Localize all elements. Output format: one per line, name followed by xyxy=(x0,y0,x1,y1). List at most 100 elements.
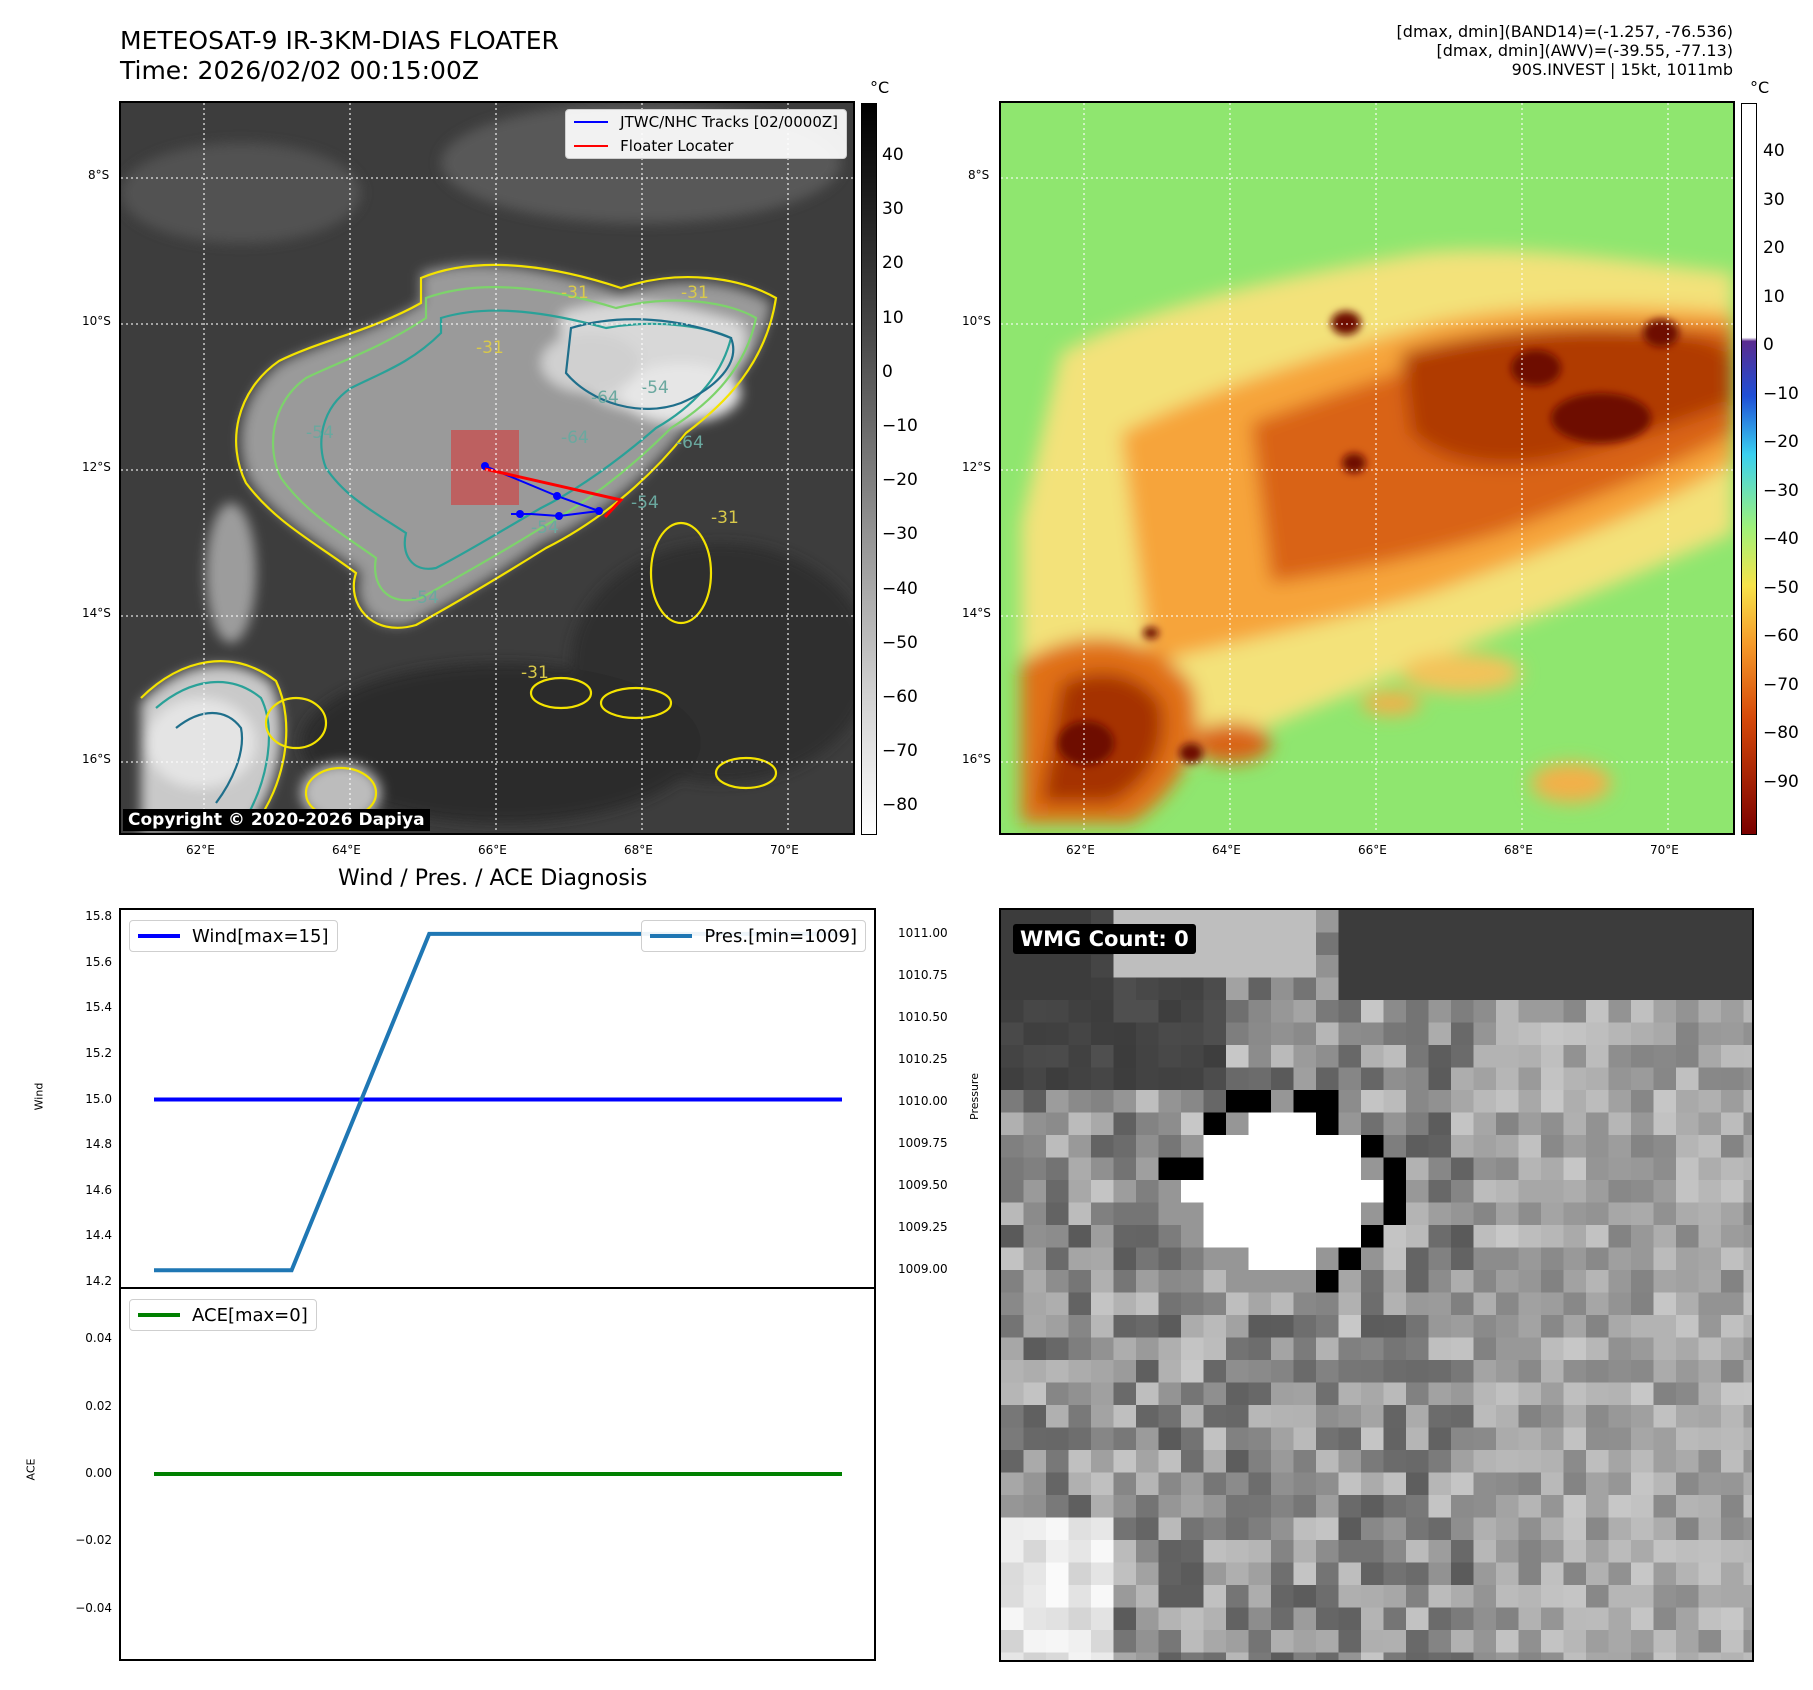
wmg-cell xyxy=(1136,1022,1159,1046)
wmg-cell xyxy=(1113,1472,1137,1496)
wmg-cell xyxy=(1698,1135,1722,1158)
wmg-image xyxy=(1001,910,1752,1660)
wmg-cell xyxy=(1563,1382,1587,1406)
wmg-cell xyxy=(1743,1112,1752,1136)
wmg-cell xyxy=(1316,932,1339,956)
wmg-cell xyxy=(1271,1495,1294,1518)
wmg-cell xyxy=(1586,1540,1609,1563)
wmg-cell xyxy=(1563,1067,1587,1091)
wmg-cell xyxy=(1361,1495,1384,1518)
wmg-cell xyxy=(1676,910,1699,933)
wmg-cell xyxy=(1023,1427,1047,1451)
wmg-cell xyxy=(1406,1270,1429,1293)
wmg-cell xyxy=(1518,1472,1542,1496)
wmg-cell xyxy=(1676,1157,1699,1181)
wmg-cell xyxy=(1113,1000,1137,1023)
wmg-cell xyxy=(1046,1135,1069,1158)
wmg-cell xyxy=(1518,1022,1542,1046)
colorbar-tick: −70 xyxy=(882,741,918,762)
wmg-cell xyxy=(1541,1472,1564,1496)
wmg-cell xyxy=(1136,955,1159,978)
y-tick: 1009.00 xyxy=(898,1262,948,1277)
wmg-cell xyxy=(1608,1450,1632,1473)
wmg-cell xyxy=(1226,1000,1249,1023)
wmg-cell xyxy=(1226,1540,1249,1563)
wmg-cell xyxy=(1338,910,1362,933)
y-tick: 15.0 xyxy=(85,1091,112,1106)
y-tick: 1009.50 xyxy=(898,1178,948,1193)
wmg-cell xyxy=(1698,1630,1722,1653)
ir-legend: JTWC/NHC Tracks [02/0000Z] Floater Locat… xyxy=(565,109,847,159)
wmg-cell xyxy=(1406,1045,1429,1068)
wmg-cell xyxy=(1181,1585,1204,1608)
wmg-cell xyxy=(1743,1247,1752,1271)
wmg-cell xyxy=(1226,1225,1249,1248)
wmg-cell xyxy=(1226,1517,1249,1541)
wmg-cell xyxy=(1496,1202,1519,1226)
wmg-cell xyxy=(1046,1630,1069,1653)
wmg-cell xyxy=(1451,1585,1474,1608)
wmg-cell xyxy=(1091,1067,1114,1091)
lon-tick: 70°E xyxy=(1650,843,1679,857)
wmg-cell xyxy=(1496,1112,1519,1136)
wmg-cell xyxy=(1158,977,1182,1001)
wmg-cell xyxy=(1068,1630,1092,1653)
wmg-cell xyxy=(1473,932,1497,956)
wmg-cell xyxy=(1113,977,1137,1001)
wmg-cell xyxy=(1541,1315,1564,1338)
wmg-cell xyxy=(1361,1517,1384,1541)
wmg-cell xyxy=(1698,1270,1722,1293)
wmg-cell xyxy=(1563,1045,1587,1068)
wmg-cell xyxy=(1113,1292,1137,1316)
wmg-cell xyxy=(1001,1517,1024,1541)
wmg-cell xyxy=(1091,1427,1114,1451)
wmg-cell xyxy=(1676,977,1699,1001)
wmg-cell xyxy=(1046,1315,1069,1338)
wmg-cell xyxy=(1023,1112,1047,1136)
wmg-cell xyxy=(1091,1585,1114,1608)
wmg-cell xyxy=(1383,1157,1407,1181)
wmg-cell xyxy=(1113,1607,1137,1631)
wmg-cell xyxy=(1406,1495,1429,1518)
wmg-cell xyxy=(1428,1067,1452,1091)
wmg-cell xyxy=(1248,1585,1272,1608)
wmg-cell xyxy=(1203,1090,1227,1113)
wmg-cell xyxy=(1721,1067,1744,1091)
wmg-cell xyxy=(1316,1652,1339,1660)
wmg-cell xyxy=(1001,955,1024,978)
wmg-cell xyxy=(1676,1562,1699,1586)
wmg-cell xyxy=(1676,1292,1699,1316)
wmg-cell xyxy=(1383,1315,1407,1338)
wmg-cell xyxy=(1091,1022,1114,1046)
wmg-cell xyxy=(1653,1450,1677,1473)
wmg-cell xyxy=(1406,1427,1429,1451)
wmg-cell xyxy=(1631,1607,1654,1631)
wmg-cell xyxy=(1563,1000,1587,1023)
colorbar-tick: −60 xyxy=(1763,626,1799,646)
awv-colorbar xyxy=(1741,103,1757,835)
wmg-cell xyxy=(1496,1180,1519,1203)
wmg-cell xyxy=(1383,1180,1407,1203)
wmg-cell xyxy=(1698,1360,1722,1383)
wmg-cell xyxy=(1518,1000,1542,1023)
wmg-cell xyxy=(1496,1495,1519,1518)
wmg-cell xyxy=(1181,1337,1204,1361)
wmg-cell xyxy=(1136,1495,1159,1518)
wmg-cell xyxy=(1428,1292,1452,1316)
wmg-cell xyxy=(1316,1090,1339,1113)
wmg-cell xyxy=(1158,1045,1182,1068)
wmg-cell xyxy=(1563,1405,1587,1428)
wmg-cell xyxy=(1676,955,1699,978)
wmg-cell xyxy=(1496,1090,1519,1113)
wmg-cell xyxy=(1496,1652,1519,1660)
lon-tick: 62°E xyxy=(1066,843,1095,857)
wmg-cell xyxy=(1203,1562,1227,1586)
contour-label: -54 xyxy=(306,423,334,443)
wmg-cell xyxy=(1316,1562,1339,1586)
wmg-cell xyxy=(1338,1585,1362,1608)
wmg-cell xyxy=(1248,955,1272,978)
wmg-cell xyxy=(1563,932,1587,956)
wmg-cell xyxy=(1046,1000,1069,1023)
wmg-cell xyxy=(1338,1315,1362,1338)
wmg-cell xyxy=(1586,1067,1609,1091)
